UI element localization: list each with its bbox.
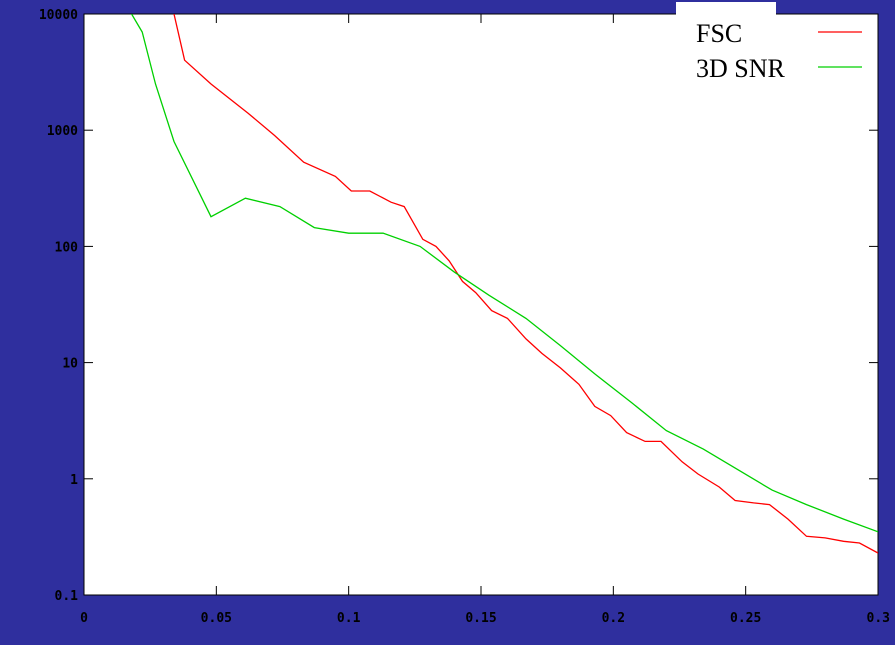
x-tick-label: 0: [80, 611, 88, 626]
series-lines: [131, 14, 878, 554]
x-tick-label: 0.05: [201, 611, 232, 626]
y-axis: 0.1 1 10 100 1000 10000: [39, 8, 878, 604]
series-line-fsc: [173, 14, 878, 554]
legend-box: [676, 2, 776, 112]
y-tick-label: 1: [70, 473, 78, 488]
legend-label-3d-snr: 3D SNR: [696, 54, 786, 83]
x-tick-label: 0.15: [465, 611, 496, 626]
x-tick-label: 0.1: [337, 611, 361, 626]
y-tick-label: 10: [62, 357, 78, 372]
legend-label-fsc: FSC: [696, 19, 742, 48]
y-tick-label: 10000: [39, 8, 78, 23]
legend: FSC 3D SNR: [676, 2, 862, 112]
y-tick-label: 1000: [47, 124, 78, 139]
x-tick-label: 0.25: [730, 611, 761, 626]
y-tick-label: 100: [55, 240, 79, 255]
series-line-3d-snr: [131, 14, 878, 533]
x-tick-label: 0.2: [602, 611, 625, 626]
y-tick-label: 0.1: [55, 589, 79, 604]
x-tick-label: 0.3: [867, 611, 890, 626]
x-axis: 0 0.05 0.1 0.15 0.2 0.25 0.3: [80, 14, 890, 626]
